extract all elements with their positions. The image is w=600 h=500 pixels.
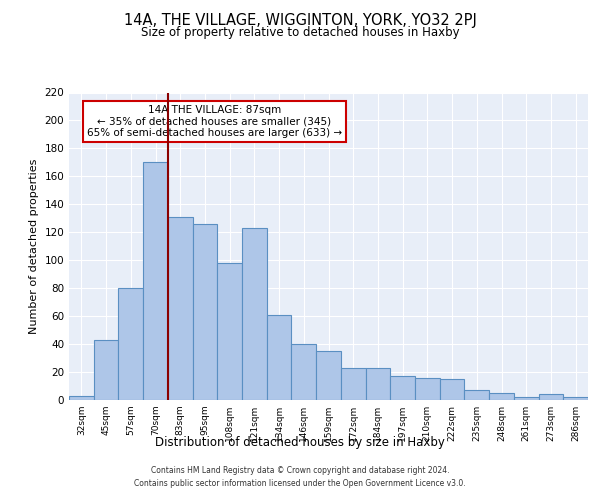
Bar bbox=[242, 228, 267, 400]
Bar bbox=[69, 396, 94, 400]
Bar bbox=[489, 393, 514, 400]
Text: 14A, THE VILLAGE, WIGGINTON, YORK, YO32 2PJ: 14A, THE VILLAGE, WIGGINTON, YORK, YO32 … bbox=[124, 12, 476, 28]
Bar bbox=[464, 390, 489, 400]
Bar bbox=[440, 379, 464, 400]
Bar bbox=[390, 376, 415, 400]
Bar bbox=[267, 314, 292, 400]
Bar bbox=[514, 397, 539, 400]
Bar bbox=[118, 288, 143, 400]
Bar bbox=[563, 397, 588, 400]
Bar bbox=[365, 368, 390, 400]
Bar bbox=[143, 162, 168, 400]
Bar bbox=[415, 378, 440, 400]
Bar bbox=[193, 224, 217, 400]
Bar bbox=[217, 263, 242, 400]
Bar bbox=[94, 340, 118, 400]
Bar bbox=[539, 394, 563, 400]
Text: 14A THE VILLAGE: 87sqm
← 35% of detached houses are smaller (345)
65% of semi-de: 14A THE VILLAGE: 87sqm ← 35% of detached… bbox=[87, 105, 342, 138]
Text: Distribution of detached houses by size in Haxby: Distribution of detached houses by size … bbox=[155, 436, 445, 449]
Text: Contains HM Land Registry data © Crown copyright and database right 2024.
Contai: Contains HM Land Registry data © Crown c… bbox=[134, 466, 466, 487]
Text: Size of property relative to detached houses in Haxby: Size of property relative to detached ho… bbox=[140, 26, 460, 39]
Bar bbox=[341, 368, 365, 400]
Bar bbox=[168, 217, 193, 400]
Bar bbox=[316, 351, 341, 400]
Y-axis label: Number of detached properties: Number of detached properties bbox=[29, 158, 39, 334]
Bar bbox=[292, 344, 316, 400]
